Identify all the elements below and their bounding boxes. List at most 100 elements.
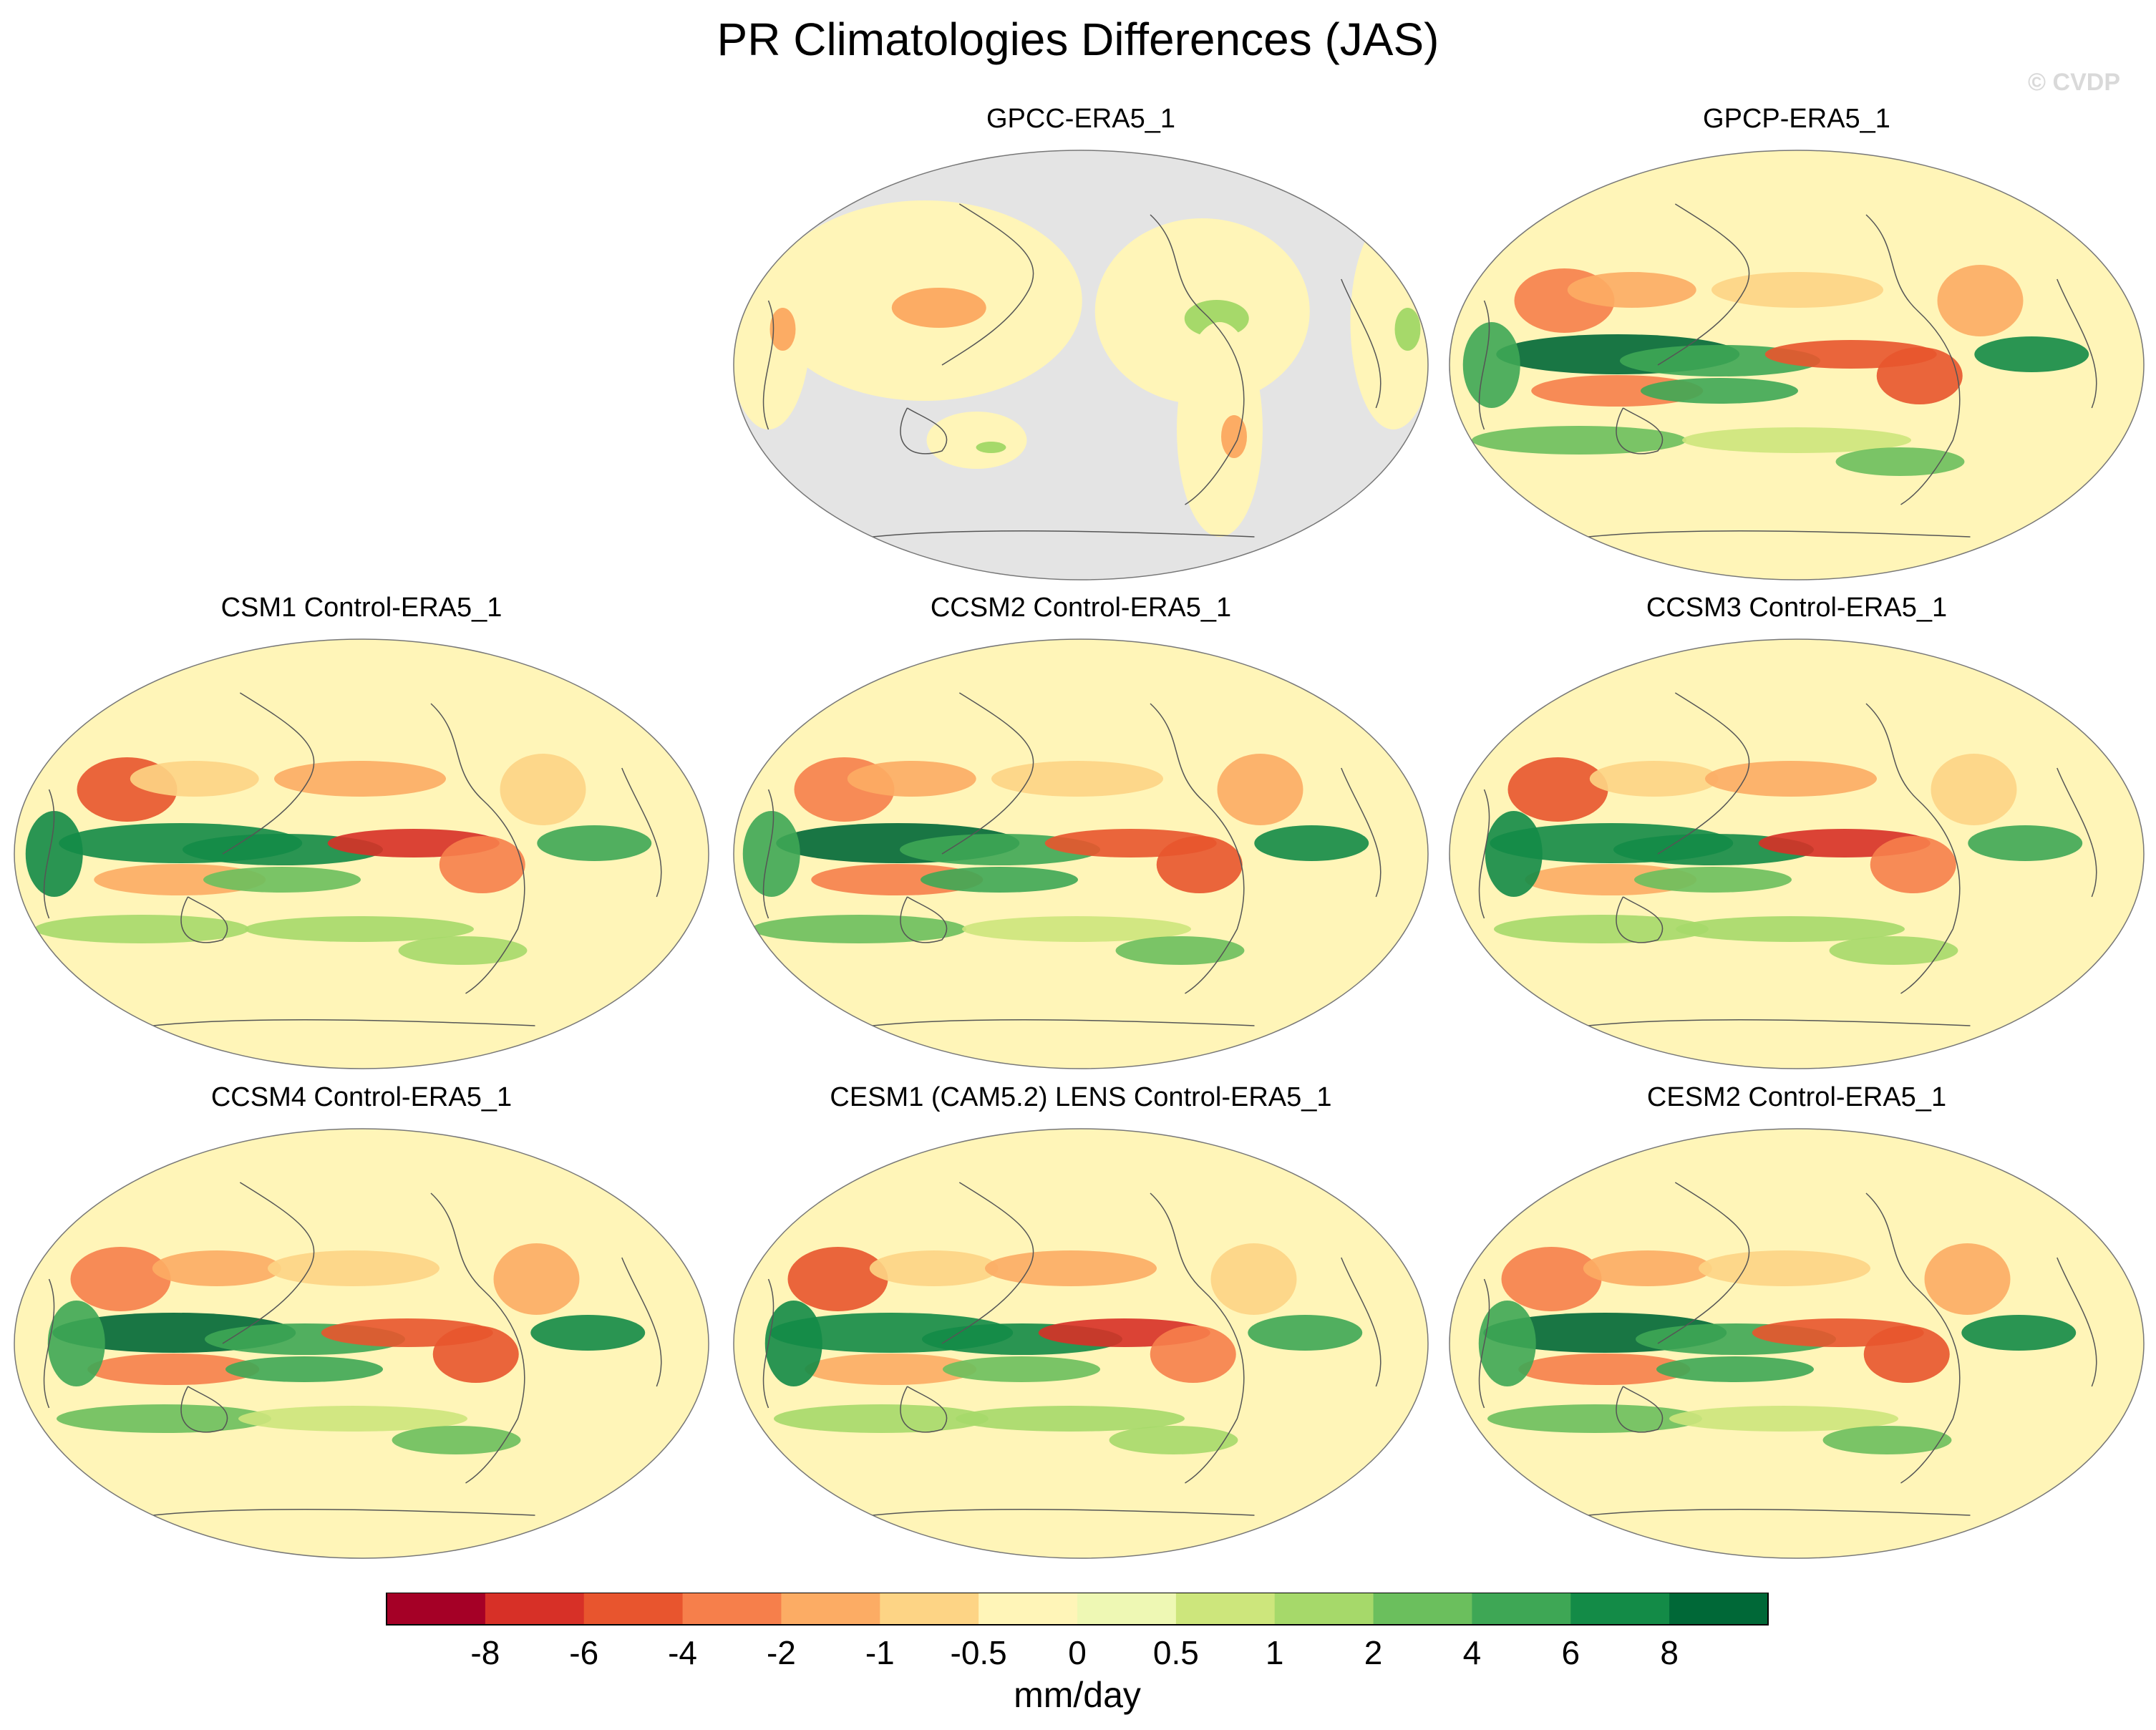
colorbar: -8 -6 -4 -2 -1 -0.5 0 0.5 1 2 4 6 8 mm/day <box>386 1593 1769 1715</box>
precip-anomaly-patch <box>203 867 361 893</box>
colorbar-swatch <box>682 1593 782 1625</box>
colorbar-swatch <box>583 1593 684 1625</box>
panel-csm1: CSM1 Control-ERA5_1 <box>11 593 712 1087</box>
coastline <box>1478 300 1490 430</box>
precip-anomaly-patch <box>152 1250 281 1286</box>
precip-anomaly-patch <box>245 916 474 942</box>
coastline <box>1616 896 1664 943</box>
coastline <box>222 692 315 855</box>
figure-title: PR Climatologies Differences (JAS) <box>717 14 1439 65</box>
coastline <box>1588 530 1971 538</box>
precip-anomaly-patch <box>1676 916 1905 942</box>
land-region <box>926 412 1027 469</box>
coastline <box>1478 1278 1490 1409</box>
coastline <box>1478 789 1490 919</box>
panel-title: GPCC-ERA5_1 <box>986 104 1175 134</box>
precip-anomaly-patch <box>742 811 800 897</box>
panel-gpcp: GPCP-ERA5_1 <box>1446 104 2147 598</box>
coastline <box>1657 692 1750 855</box>
colorbar-tick-label: -2 <box>767 1634 796 1671</box>
map-border <box>733 1128 1429 1559</box>
coastline <box>1588 1019 1971 1026</box>
panel-ccsm4: CCSM4 Control-ERA5_1 <box>11 1082 712 1576</box>
precip-anomaly-patch <box>1487 1404 1702 1433</box>
coastline <box>2057 1257 2097 1387</box>
colorbar-tick-label: 4 <box>1463 1634 1482 1671</box>
precip-anomaly-patch <box>1567 272 1696 308</box>
precip-anomaly-patch <box>1156 836 1243 893</box>
panel-title: CSM1 Control-ERA5_1 <box>220 593 502 623</box>
precip-anomaly-patch <box>25 811 83 897</box>
colorbar-swatch <box>1472 1593 1571 1625</box>
coastline <box>222 1182 315 1344</box>
colorbar-swatch <box>1570 1593 1670 1625</box>
coastline <box>1657 1182 1750 1344</box>
coastline <box>430 703 525 994</box>
precip-anomaly-patch <box>1822 1426 1952 1454</box>
precip-anomaly-patch <box>774 1404 989 1433</box>
map-panel <box>1449 150 2145 580</box>
coastline <box>152 1509 535 1516</box>
precip-anomaly-patch <box>1485 811 1543 897</box>
precip-anomaly-patch <box>1711 272 1883 308</box>
panel-title: CESM1 (CAM5.2) LENS Control-ERA5_1 <box>830 1082 1332 1112</box>
precip-anomaly-patch <box>70 1247 171 1311</box>
precip-anomaly-patch <box>1829 936 1958 965</box>
coastline <box>1341 278 1382 409</box>
precip-anomaly-patch <box>87 1354 260 1385</box>
coastline <box>872 1019 1255 1026</box>
colorbar-swatch <box>387 1593 486 1625</box>
colorbar-tick-label: 8 <box>1660 1634 1679 1671</box>
coastline <box>900 1386 948 1433</box>
map-panel <box>14 1128 709 1559</box>
colorbar-swatch <box>1669 1593 1769 1625</box>
precip-anomaly-patch <box>1254 825 1369 861</box>
panel-title: CCSM4 Control-ERA5_1 <box>210 1082 513 1112</box>
coastline <box>43 1278 55 1409</box>
precip-anomaly-patch <box>769 308 796 351</box>
precip-anomaly-patch <box>1863 1326 1950 1383</box>
precip-anomaly-patch <box>1115 936 1245 965</box>
map-border <box>733 150 1429 580</box>
precip-anomaly-patch <box>985 1250 1157 1286</box>
precip-anomaly-patch <box>238 1406 467 1432</box>
precip-anomaly-patch <box>274 761 446 797</box>
coastline <box>1616 1386 1664 1433</box>
precip-anomaly-patch <box>805 1354 977 1385</box>
precip-anomaly-patch <box>500 754 586 825</box>
precip-anomaly-patch <box>764 1301 822 1386</box>
coastline <box>762 789 774 919</box>
precip-anomaly-patch <box>1974 336 2089 372</box>
precip-anomaly-patch <box>1589 761 1719 797</box>
map-panel <box>733 150 1429 580</box>
panel-cesm1: CESM1 (CAM5.2) LENS Control-ERA5_1 <box>730 1082 1432 1576</box>
precip-anomaly-patch <box>1221 415 1247 458</box>
panel-ccsm3: CCSM3 Control-ERA5_1 <box>1446 593 2147 1087</box>
precip-anomaly-patch <box>956 1406 1185 1432</box>
precip-anomaly-patch <box>439 836 525 893</box>
panel-title: GPCP-ERA5_1 <box>1703 104 1890 134</box>
coastline <box>1616 407 1664 455</box>
precip-anomaly-patch <box>976 442 1006 453</box>
precip-anomaly-patch <box>847 761 976 797</box>
precip-anomaly-patch <box>1210 1243 1297 1315</box>
precip-anomaly-patch <box>1641 378 1798 404</box>
precip-anomaly-patch <box>869 1250 999 1286</box>
precip-anomaly-patch <box>268 1250 440 1286</box>
coastline <box>430 1192 525 1484</box>
coastline <box>1865 214 1961 505</box>
colorbar-swatch <box>485 1593 585 1625</box>
precip-anomaly-patch <box>130 761 259 797</box>
colorbar-tick-label: -0.5 <box>951 1634 1007 1671</box>
precip-anomaly-patch <box>57 1404 271 1433</box>
precip-anomaly-patch <box>530 1315 646 1351</box>
precip-anomaly-patch <box>1870 836 1956 893</box>
panel-title: CESM2 Control-ERA5_1 <box>1646 1082 1947 1112</box>
colorbar-swatch <box>1077 1593 1177 1625</box>
coastline <box>872 530 1255 538</box>
precip-anomaly-patch <box>398 936 528 965</box>
coastline <box>180 896 228 943</box>
coastline <box>900 896 948 943</box>
colorbar-tick-label: 6 <box>1561 1634 1580 1671</box>
precip-anomaly-patch <box>1478 1301 1536 1386</box>
